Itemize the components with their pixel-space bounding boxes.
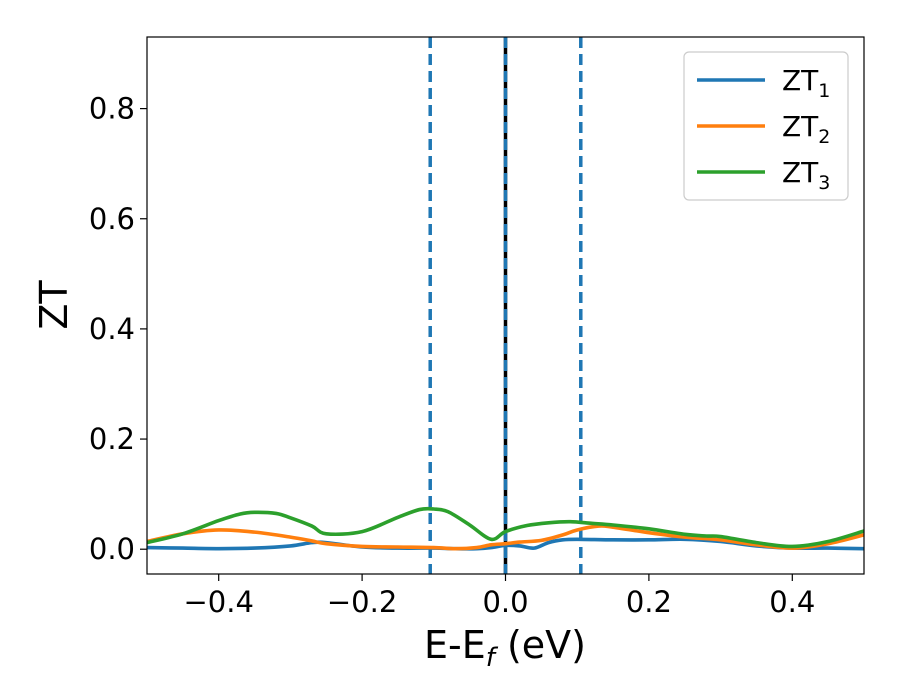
y-tick-label-1: 0.2: [89, 422, 135, 456]
x-tick-label-1: −0.2: [327, 585, 397, 619]
x-axis-label: E-Ef (eV): [424, 623, 586, 673]
legend-label-1: ZT1: [782, 64, 830, 102]
y-axis: 0.0 0.2 0.4 0.6 0.8: [89, 92, 147, 566]
x-tick-label-4: 0.4: [769, 585, 815, 619]
legend: ZT1 ZT2 ZT3: [683, 51, 849, 201]
legend-label-2: ZT2: [782, 110, 830, 148]
y-tick-label-3: 0.6: [89, 202, 135, 236]
legend-box: [683, 51, 849, 201]
x-tick-label-0: −0.4: [183, 585, 253, 619]
y-tick-label-0: 0.0: [89, 532, 135, 566]
x-tick-label-2: 0.0: [482, 585, 528, 619]
x-tick-label-3: 0.2: [626, 585, 672, 619]
series-lines: [147, 506, 864, 551]
y-tick-label-2: 0.4: [89, 312, 135, 346]
y-tick-label-4: 0.8: [89, 92, 135, 126]
series-line-2: [147, 524, 864, 551]
legend-label-3: ZT3: [782, 156, 830, 194]
reference-lines: [428, 37, 583, 574]
y-axis-label: ZT: [32, 280, 76, 330]
x-axis: −0.4 −0.2 0.0 0.2 0.4: [183, 574, 815, 619]
series-line-3: [147, 506, 864, 549]
